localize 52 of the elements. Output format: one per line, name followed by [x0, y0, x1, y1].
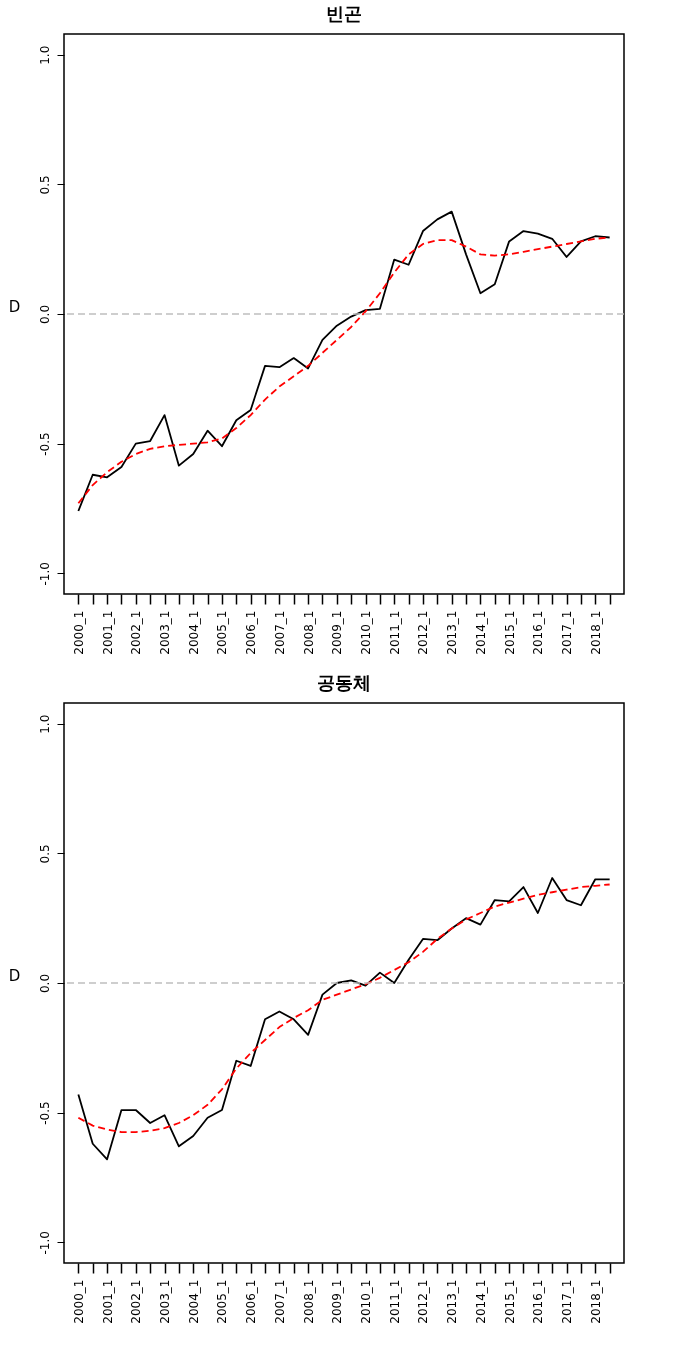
x-tick-label: 2008_1 [301, 1279, 316, 1324]
x-tick-label: 2000_1 [71, 1279, 86, 1324]
x-tick-label: 2013_1 [445, 610, 460, 655]
x-tick-label: 2011_1 [387, 1279, 402, 1324]
x-tick-label: 2011_1 [387, 610, 402, 655]
x-tick-label: 2016_1 [531, 1279, 546, 1324]
x-tick-label: 2013_1 [445, 1279, 460, 1324]
x-tick-label: 2018_1 [588, 610, 603, 655]
x-tick-label: 2010_1 [359, 610, 374, 655]
y-tick-label: 0.5 [37, 175, 52, 195]
x-tick-label: 2002_1 [129, 1279, 144, 1324]
y-axis-title: D [8, 297, 21, 316]
x-tick-label: 2008_1 [301, 610, 316, 655]
y-tick-label: 1.0 [37, 45, 52, 65]
x-tick-label: 2012_1 [416, 610, 431, 655]
x-tick-label: 2004_1 [186, 610, 201, 655]
x-tick-label: 2001_1 [100, 610, 115, 655]
x-tick-label: 2016_1 [531, 610, 546, 655]
x-tick-label: 2015_1 [502, 610, 517, 655]
x-tick-label: 2014_1 [473, 1279, 488, 1324]
x-tick-label: 2005_1 [215, 1279, 230, 1324]
x-tick-label: 2009_1 [330, 1279, 345, 1324]
x-tick-label: 2006_1 [244, 610, 259, 655]
y-tick-label: -0.5 [37, 432, 52, 456]
x-tick-label: 2003_1 [158, 610, 173, 655]
x-tick-label: 2014_1 [473, 610, 488, 655]
x-tick-label: 2002_1 [129, 610, 144, 655]
x-tick-label: 2007_1 [272, 1279, 287, 1324]
y-tick-label: -1.0 [37, 1231, 52, 1255]
chart-title: 공동체 [317, 672, 371, 693]
x-tick-label: 2000_1 [71, 610, 86, 655]
x-tick-label: 2017_1 [560, 610, 575, 655]
x-tick-label: 2001_1 [100, 1279, 115, 1324]
x-tick-label: 2010_1 [359, 1279, 374, 1324]
y-tick-label: 0.0 [37, 304, 52, 325]
y-tick-label: 1.0 [37, 714, 52, 734]
x-tick-label: 2009_1 [330, 610, 345, 655]
x-tick-label: 2006_1 [244, 1279, 259, 1324]
y-axis-title: D [8, 966, 21, 985]
y-tick-label: 0.5 [37, 844, 52, 864]
x-tick-label: 2007_1 [272, 610, 287, 655]
x-tick-label: 2012_1 [416, 1279, 431, 1324]
y-tick-label: -0.5 [37, 1101, 52, 1125]
x-tick-label: 2015_1 [502, 1279, 517, 1324]
y-tick-label: -1.0 [37, 562, 52, 586]
y-tick-label: 0.0 [37, 973, 52, 994]
x-tick-label: 2004_1 [186, 1279, 201, 1324]
x-tick-label: 2005_1 [215, 610, 230, 655]
x-tick-label: 2017_1 [560, 1279, 575, 1324]
chart-title: 빈곤 [326, 3, 362, 24]
x-tick-label: 2003_1 [158, 1279, 173, 1324]
x-tick-label: 2018_1 [588, 1279, 603, 1324]
